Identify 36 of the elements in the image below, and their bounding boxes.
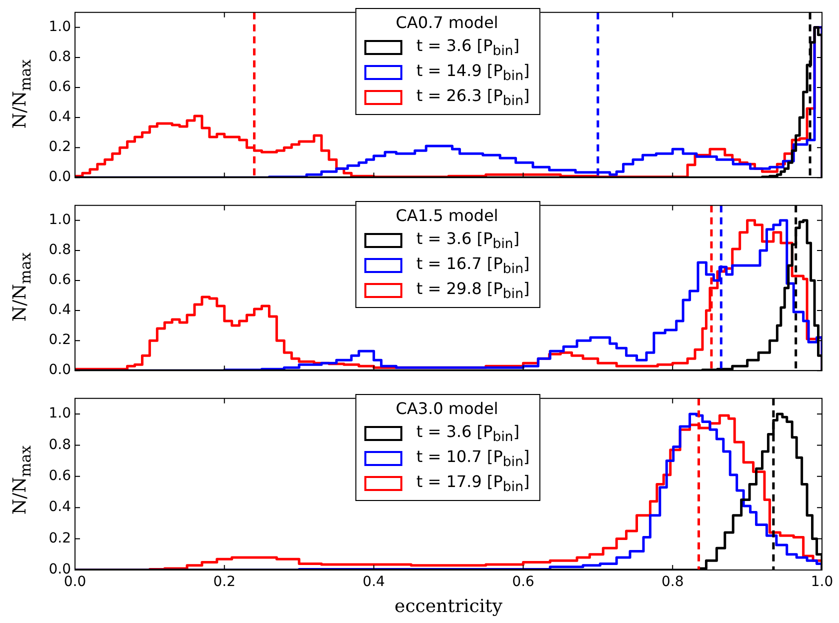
x-tick-label: 1.0 xyxy=(810,574,834,590)
x-axis-title: eccentricity xyxy=(394,596,504,617)
legend-title: CA3.0 model xyxy=(394,399,500,418)
y-tick-label: 0.8 xyxy=(48,49,71,66)
legend-label: t = 10.7 [P$_{bin}$] xyxy=(416,446,530,470)
y-tick-label: 0.4 xyxy=(48,109,72,126)
x-tick-label: 0.2 xyxy=(213,574,236,590)
x-tick-label: 0.6 xyxy=(512,574,534,590)
x-tick-label: 0.0 xyxy=(64,574,86,590)
legend-label: t = 17.9 [P$_{bin}$] xyxy=(416,472,530,496)
y-tick-label: 0.8 xyxy=(48,242,71,258)
y-tick-label: 0.8 xyxy=(48,436,71,453)
y-tick-label: 1.0 xyxy=(48,212,71,228)
y-tick-label: 0.4 xyxy=(48,302,72,318)
y-tick-label: 0.0 xyxy=(48,362,71,378)
y-tick-label: 0.6 xyxy=(48,79,72,96)
y-tick-label: 0.4 xyxy=(48,499,72,516)
y-tick-label: 0.0 xyxy=(48,169,71,186)
legend-label: t = 14.9 [P$_{bin}$] xyxy=(416,60,530,84)
legend-label: t = 16.7 [P$_{bin}$] xyxy=(416,254,530,278)
y-tick-label: 0.2 xyxy=(48,332,71,348)
y-tick-label: 1.0 xyxy=(48,406,71,422)
y-tick-label: 0.6 xyxy=(48,468,72,484)
y-tick-label: 1.0 xyxy=(48,19,71,36)
legend-label: t = 3.6 [P$_{bin}$] xyxy=(416,36,520,60)
legend-label: t = 3.6 [P$_{bin}$] xyxy=(416,422,520,446)
legend-title: CA1.5 model xyxy=(394,206,500,225)
legend-label: t = 3.6 [P$_{bin}$] xyxy=(416,228,520,252)
y-tick-label: 0.2 xyxy=(48,530,71,546)
x-tick-label: 0.4 xyxy=(362,574,386,590)
legend-title: CA0.7 model xyxy=(394,13,500,32)
legend-label: t = 29.8 [P$_{bin}$] xyxy=(416,278,530,302)
y-tick-label: 0.2 xyxy=(48,139,71,156)
x-tick-label: 0.8 xyxy=(661,574,684,590)
legend-label: t = 26.3 [P$_{bin}$] xyxy=(416,86,530,110)
y-tick-label: 0.6 xyxy=(48,272,72,288)
